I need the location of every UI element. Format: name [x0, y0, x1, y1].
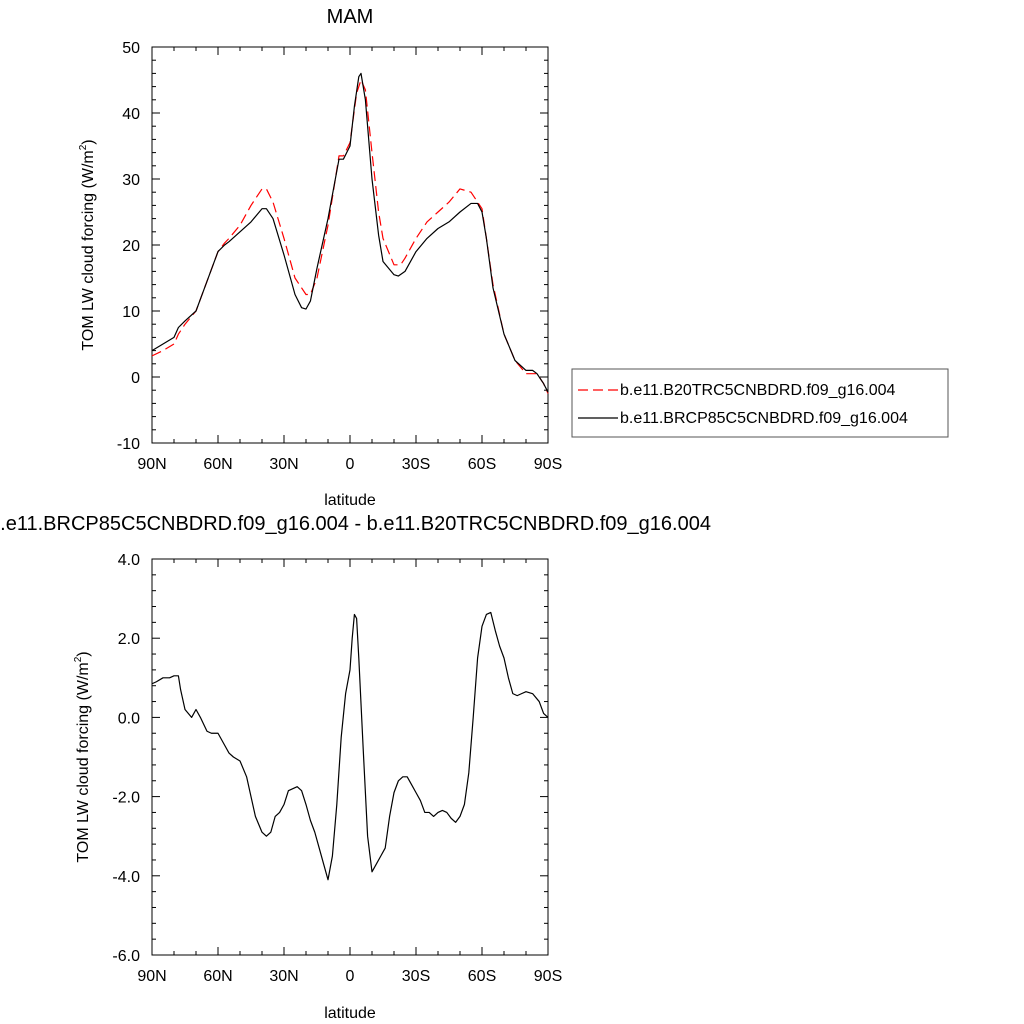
top-x-tick-label: 60N — [203, 456, 232, 473]
bottom-x-tick-label: 0 — [346, 968, 355, 985]
bottom-chart-tick-labels: 90N 60N 30N 0 30S 60S 90S -6.0 -4.0 -2.0 0.0 2.0 4.0 — [112, 552, 562, 985]
top-y-tick-label: 50 — [122, 40, 140, 57]
bottom-y-tick-label: 0.0 — [118, 710, 140, 727]
top-y-tick-label: 30 — [122, 172, 140, 189]
bottom-x-tick-label: 60N — [203, 968, 232, 985]
top-chart-x-axis-label: latitude — [324, 492, 376, 509]
bottom-chart-series — [151, 611, 549, 881]
top-x-tick-label: 30N — [269, 456, 298, 473]
bottom-chart-x-axis-label: latitude — [324, 1005, 376, 1022]
bottom-series-line-1 — [151, 611, 549, 881]
top-series-line-2 — [151, 72, 549, 393]
bottom-x-tick-label: 90S — [534, 968, 562, 985]
legend-label-series-1: b.e11.B20TRC5CNBDRD.f09_g16.004 — [620, 382, 896, 399]
bottom-chart-frame — [151, 558, 549, 956]
top-y-tick-label: 20 — [122, 238, 140, 255]
bottom-x-tick-label: 60S — [468, 968, 496, 985]
bottom-x-tick-label: 90N — [137, 968, 166, 985]
bottom-y-tick-label: -6.0 — [112, 948, 140, 965]
top-chart-ticks — [151, 46, 549, 444]
top-chart-title: MAM — [327, 6, 374, 28]
top-chart-tick-labels: 90N 60N 30N 0 30S 60S 90S -10 0 10 20 30 40 50 — [117, 40, 562, 473]
top-chart-series — [151, 72, 549, 394]
top-y-tick-label: -10 — [117, 436, 140, 453]
top-chart-panel: MAM 90N 60N 30N 0 30S 60S 90S -10 0 10 20 30 40 50 la… — [78, 6, 949, 509]
top-y-tick-label: 40 — [122, 106, 140, 123]
top-series-line-1 — [151, 79, 549, 394]
top-x-tick-label: 0 — [346, 456, 355, 473]
top-x-tick-label: 30S — [402, 456, 430, 473]
bottom-chart-y-axis-label: TOM LW cloud forcing (W/m2) — [73, 651, 92, 862]
legend: b.e11.B20TRC5CNBDRD.f09_g16.004 b.e11.BR… — [571, 368, 949, 438]
top-chart-y-axis-label-close: ) — [80, 139, 97, 144]
bottom-y-tick-label: -4.0 — [112, 869, 140, 886]
top-chart-frame — [151, 46, 549, 444]
bottom-y-tick-label: 4.0 — [118, 552, 140, 569]
top-x-tick-label: 60S — [468, 456, 496, 473]
top-chart-y-axis-label-sup: 2 — [78, 144, 89, 150]
bottom-y-tick-label: 2.0 — [118, 631, 140, 648]
bottom-chart-panel: b.e11.BRCP85C5CNBDRD.f09_g16.004 - b.e11… — [0, 513, 711, 1022]
top-x-tick-label: 90N — [137, 456, 166, 473]
top-chart-y-axis-label: TOM LW cloud forcing (W/m2) — [78, 139, 97, 350]
legend-box — [571, 368, 949, 438]
bottom-x-tick-label: 30S — [402, 968, 430, 985]
top-y-tick-label: 0 — [131, 370, 140, 387]
top-x-tick-label: 90S — [534, 456, 562, 473]
top-chart-y-axis-label-main: TOM LW cloud forcing (W/m — [80, 150, 97, 350]
legend-label-series-2: b.e11.BRCP85C5CNBDRD.f09_g16.004 — [620, 410, 908, 427]
bottom-chart-y-axis-label-close: ) — [75, 651, 92, 656]
top-y-tick-label: 10 — [122, 304, 140, 321]
bottom-chart-y-axis-label-sup: 2 — [73, 656, 84, 662]
bottom-chart-ticks — [151, 558, 549, 956]
bottom-x-tick-label: 30N — [269, 968, 298, 985]
bottom-chart-title: b.e11.BRCP85C5CNBDRD.f09_g16.004 - b.e11… — [0, 513, 711, 535]
bottom-chart-y-axis-label-main: TOM LW cloud forcing (W/m — [75, 662, 92, 862]
bottom-y-tick-label: -2.0 — [112, 790, 140, 807]
